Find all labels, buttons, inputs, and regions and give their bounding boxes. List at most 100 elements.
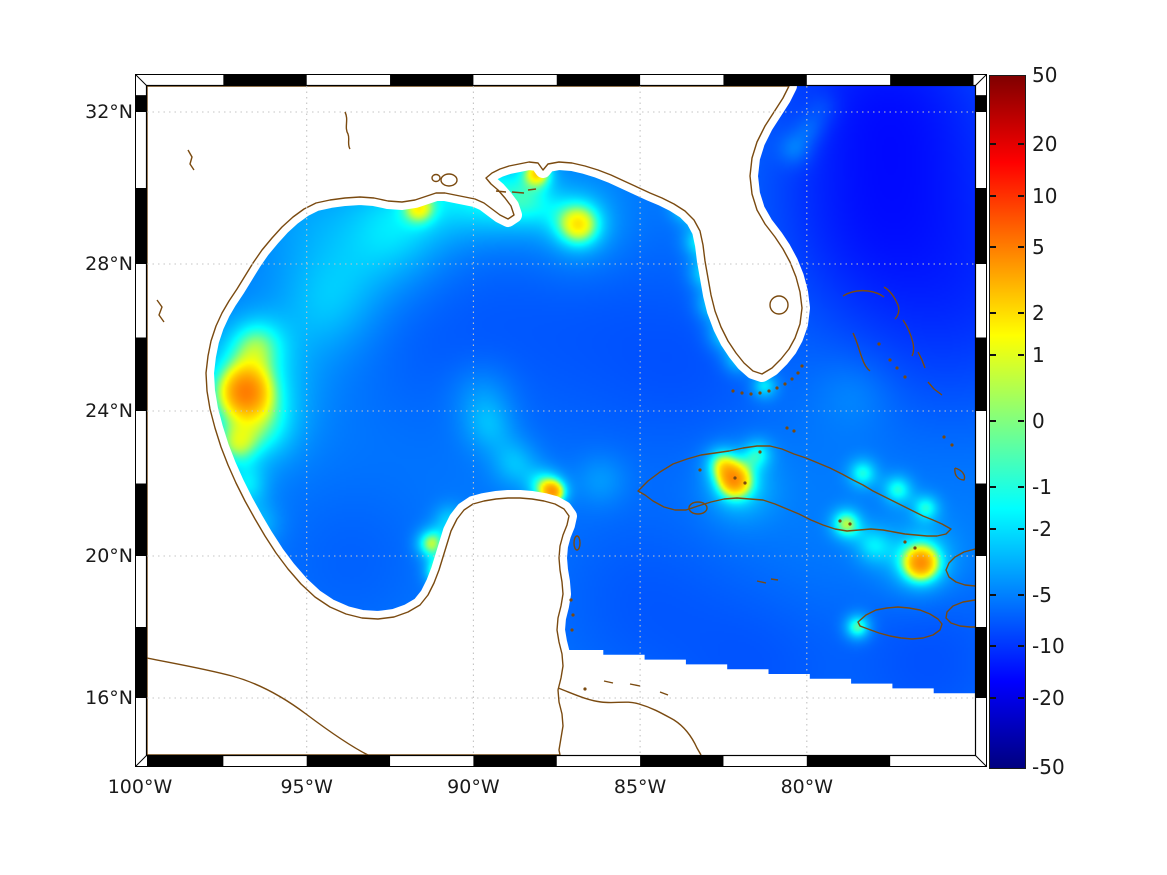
- map-plot-area: [147, 86, 975, 755]
- coastline-honduras: [557, 680, 702, 755]
- colorbar-tick-mark: [990, 311, 996, 314]
- island-dot: [895, 366, 899, 370]
- island-dot: [758, 450, 762, 454]
- frame-segment-top: [723, 75, 807, 86]
- island-dot: [848, 522, 852, 526]
- y-tick-label: 16°N: [85, 687, 133, 709]
- colorbar-tick-mark: [990, 645, 996, 648]
- frame-segment-bottom: [806, 755, 891, 766]
- frame-segment-left: [136, 483, 147, 556]
- island-dot: [796, 371, 800, 375]
- lake-okeechobee: [769, 295, 789, 315]
- colorbar-tick-mark: [990, 246, 996, 249]
- frame-corner-bevel: [974, 74, 987, 87]
- x-tick-label: 90°W: [447, 776, 500, 798]
- coastline-isla-juventud: [688, 501, 708, 515]
- island-dot: [571, 613, 575, 617]
- island-dot: [792, 429, 796, 433]
- colorbar-tick-mark: [990, 593, 996, 596]
- island-dot: [790, 377, 794, 381]
- frame-segment-right: [975, 95, 986, 112]
- frame-segment-right: [975, 337, 986, 411]
- coastline-cozumel: [573, 535, 581, 551]
- colorbar-tick-mark: [990, 194, 996, 197]
- coastline-mainland: [147, 86, 803, 755]
- island-dot: [903, 375, 907, 379]
- frame-corner-bevel: [135, 74, 148, 87]
- colorbar-tick-label: 50: [1032, 63, 1058, 87]
- frame-outer-border: [135, 74, 987, 767]
- barrier-islands: [495, 188, 537, 194]
- y-tick-label: 24°N: [85, 400, 133, 422]
- island-dot: [569, 598, 573, 602]
- island-dot: [767, 389, 771, 393]
- colorbar-tick-mark: [990, 528, 996, 531]
- colorbar-tick-mark: [1018, 697, 1024, 700]
- rivers-inland: [156, 111, 351, 323]
- island-dot: [733, 476, 737, 480]
- coastline-jamaica: [857, 606, 943, 640]
- island-dot: [950, 443, 954, 447]
- colorbar-tick-mark: [1018, 353, 1024, 356]
- graticule: [147, 86, 975, 755]
- colorbar-tick-label: 2: [1032, 300, 1045, 325]
- colorbar-tick-mark: [1018, 528, 1024, 531]
- island-dot: [903, 540, 907, 544]
- colorbar-tick-label: 10: [1032, 183, 1058, 208]
- island-dot: [888, 358, 892, 362]
- colorbar-tick-mark: [990, 697, 996, 700]
- island-dot: [749, 392, 753, 396]
- map-frame: [135, 74, 987, 767]
- colorbar-tick-label: -10: [1032, 634, 1065, 659]
- frame-segment-left: [136, 95, 147, 112]
- colorbar-tick-mark: [1018, 486, 1024, 489]
- island-dot: [838, 519, 842, 523]
- small-islands: [569, 342, 954, 691]
- colorbar-tick-mark: [1018, 645, 1024, 648]
- colorbar-tick-mark: [990, 420, 996, 422]
- y-tick-label: 28°N: [85, 253, 133, 275]
- frame-segment-bottom: [473, 755, 557, 766]
- colorbar-tick-label: -2: [1032, 517, 1052, 542]
- colorbar-tick-mark: [1018, 420, 1024, 422]
- frame-segment-left: [136, 337, 147, 411]
- y-tick-label: 20°N: [85, 545, 133, 567]
- colorbar-tick-label: -1: [1032, 475, 1052, 500]
- coastline-bahamas: [842, 286, 966, 481]
- coastline-hispaniola: [945, 548, 975, 628]
- island-dot: [743, 481, 747, 485]
- x-tick-label: 95°W: [280, 776, 333, 798]
- frame-segment-bottom: [306, 755, 391, 766]
- colorbar-tick-label: 20: [1032, 131, 1058, 156]
- colorbar-tick-mark: [990, 353, 996, 356]
- lake-pontchartrain: [440, 173, 458, 187]
- frame-segment-top: [556, 75, 641, 86]
- lake-maurepas: [431, 173, 441, 183]
- frame-segment-bottom: [147, 755, 224, 766]
- colorbar-tick-label: 0: [1032, 409, 1045, 433]
- island-dot: [583, 687, 587, 691]
- colorbar: [989, 75, 1026, 769]
- colorbar-tick-label: -20: [1032, 686, 1065, 711]
- cayman-islands: [756, 578, 779, 584]
- colorbar-tick-mark: [1018, 142, 1024, 145]
- island-dot: [800, 364, 804, 368]
- frame-segment-right: [975, 627, 986, 698]
- colorbar-tick-mark: [1018, 194, 1024, 197]
- coastline-cuba: [637, 445, 952, 537]
- frame-segment-top: [223, 75, 307, 86]
- colorbar-tick-mark: [1018, 311, 1024, 314]
- island-dot: [698, 468, 702, 472]
- island-dot: [731, 389, 735, 393]
- colorbar-tick-label: -5: [1032, 582, 1052, 607]
- frame-segment-right: [975, 483, 986, 556]
- island-dot: [775, 386, 779, 390]
- colorbar-tick-mark: [1018, 246, 1024, 249]
- colorbar-tick-label: 5: [1032, 235, 1045, 260]
- frame-segment-left: [136, 188, 147, 264]
- frame-segment-right: [975, 188, 986, 264]
- frame-corner-bevel: [974, 754, 987, 767]
- island-dot: [758, 391, 762, 395]
